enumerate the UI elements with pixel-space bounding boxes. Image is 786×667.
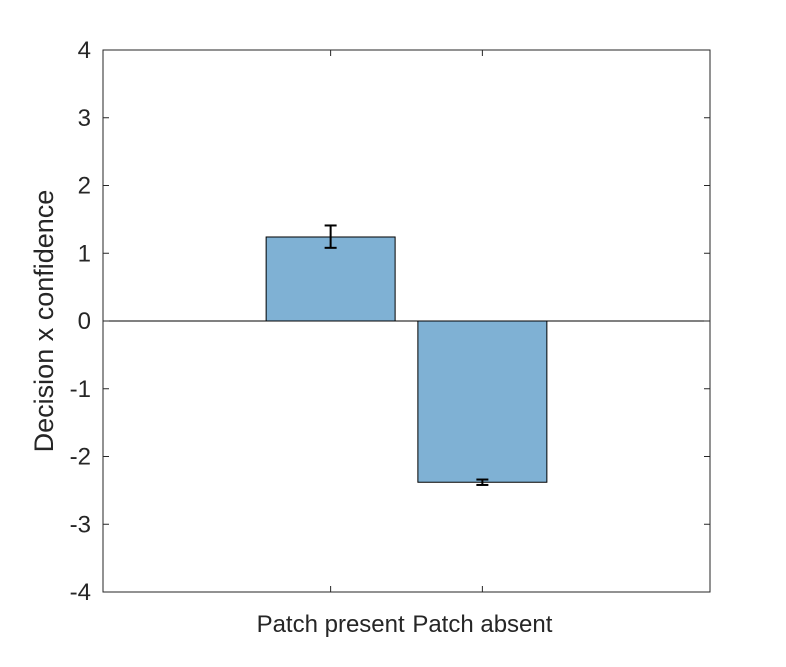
y-tick-label: -3	[70, 511, 91, 538]
y-tick-label: -2	[70, 444, 91, 471]
y-tick-label: 0	[78, 308, 91, 335]
y-tick-label: 4	[78, 37, 91, 64]
bar-1	[417, 320, 548, 483]
error-bars-layer	[324, 224, 489, 486]
x-tick-label-0: Patch present	[257, 611, 405, 638]
y-tick-label: 3	[78, 105, 91, 132]
y-axis-ticks: -4 -3 -2 -1 0 1 2 3 4	[70, 37, 710, 606]
bar-0	[265, 236, 396, 322]
y-tick-label: -1	[70, 376, 91, 403]
y-axis-label: Decision x confidence	[29, 190, 59, 453]
y-tick-label: -4	[70, 579, 91, 606]
x-tick-label-1: Patch absent	[412, 611, 552, 638]
y-tick-label: 2	[78, 173, 91, 200]
y-tick-label: 1	[78, 240, 91, 267]
x-axis-ticks: Patch present Patch absent	[257, 50, 553, 638]
